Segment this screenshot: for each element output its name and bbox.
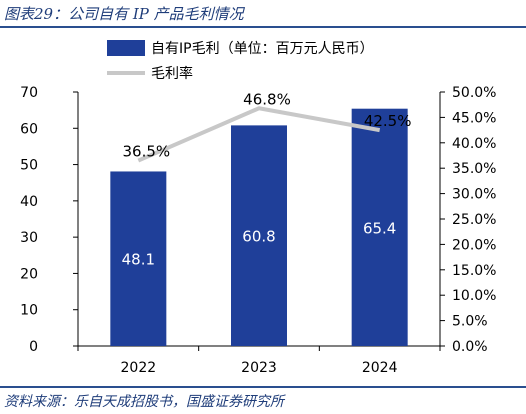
right-tick-label: 30.0% bbox=[452, 187, 496, 203]
x-tick-label: 2023 bbox=[241, 360, 277, 376]
right-tick-label: 5.0% bbox=[452, 314, 488, 330]
chart-canvas: 0 10 20 30 40 50 60 70 0.0% 5.0% 10.0% 15.0% 20.0% 25… bbox=[20, 40, 496, 376]
bar-2024 bbox=[351, 108, 408, 346]
right-tick-label: 0.0% bbox=[452, 339, 488, 355]
margin-rate-label: 42.5% bbox=[364, 112, 412, 130]
margin-rate-label: 36.5% bbox=[123, 143, 171, 161]
figure-header: 图表29：公司自有 IP 产品毛利情况 bbox=[0, 0, 526, 26]
right-tick-label: 15.0% bbox=[452, 263, 496, 279]
bar-value-label: 65.4 bbox=[363, 219, 396, 237]
bar-2023 bbox=[231, 125, 287, 346]
left-tick-label: 70 bbox=[20, 85, 38, 101]
footer-rule bbox=[0, 386, 526, 388]
right-tick-label: 20.0% bbox=[452, 237, 496, 253]
right-tick-label: 25.0% bbox=[452, 212, 496, 228]
right-tick-label: 35.0% bbox=[452, 161, 496, 177]
left-tick-label: 30 bbox=[20, 230, 38, 246]
left-tick-label: 0 bbox=[29, 339, 38, 355]
left-tick-label: 40 bbox=[20, 194, 38, 210]
left-tick-label: 60 bbox=[20, 121, 38, 137]
legend-swatch-bar bbox=[107, 40, 145, 56]
source-note: 资料来源：乐自天成招股书，国盛证券研究所 bbox=[4, 394, 284, 410]
left-tick-label: 10 bbox=[20, 303, 38, 319]
x-tick-label: 2022 bbox=[121, 360, 157, 376]
left-tick-label: 50 bbox=[20, 158, 38, 174]
margin-rate-label: 46.8% bbox=[243, 90, 291, 108]
bar-value-label: 48.1 bbox=[122, 251, 155, 269]
right-tick-label: 40.0% bbox=[452, 136, 496, 152]
legend-label-bar: 自有IP毛利（单位：百万元人民币） bbox=[151, 41, 374, 57]
bar-value-label: 60.8 bbox=[242, 228, 275, 246]
x-tick-label: 2024 bbox=[362, 360, 398, 376]
left-tick-label: 20 bbox=[20, 266, 38, 282]
header-rule bbox=[0, 26, 526, 28]
figure-title: 图表29：公司自有 IP 产品毛利情况 bbox=[4, 5, 244, 23]
right-tick-label: 45.0% bbox=[452, 110, 496, 126]
bar-2022 bbox=[110, 171, 167, 346]
right-tick-label: 10.0% bbox=[452, 288, 496, 304]
right-tick-label: 50.0% bbox=[452, 85, 496, 101]
legend-label-line: 毛利率 bbox=[151, 65, 193, 82]
